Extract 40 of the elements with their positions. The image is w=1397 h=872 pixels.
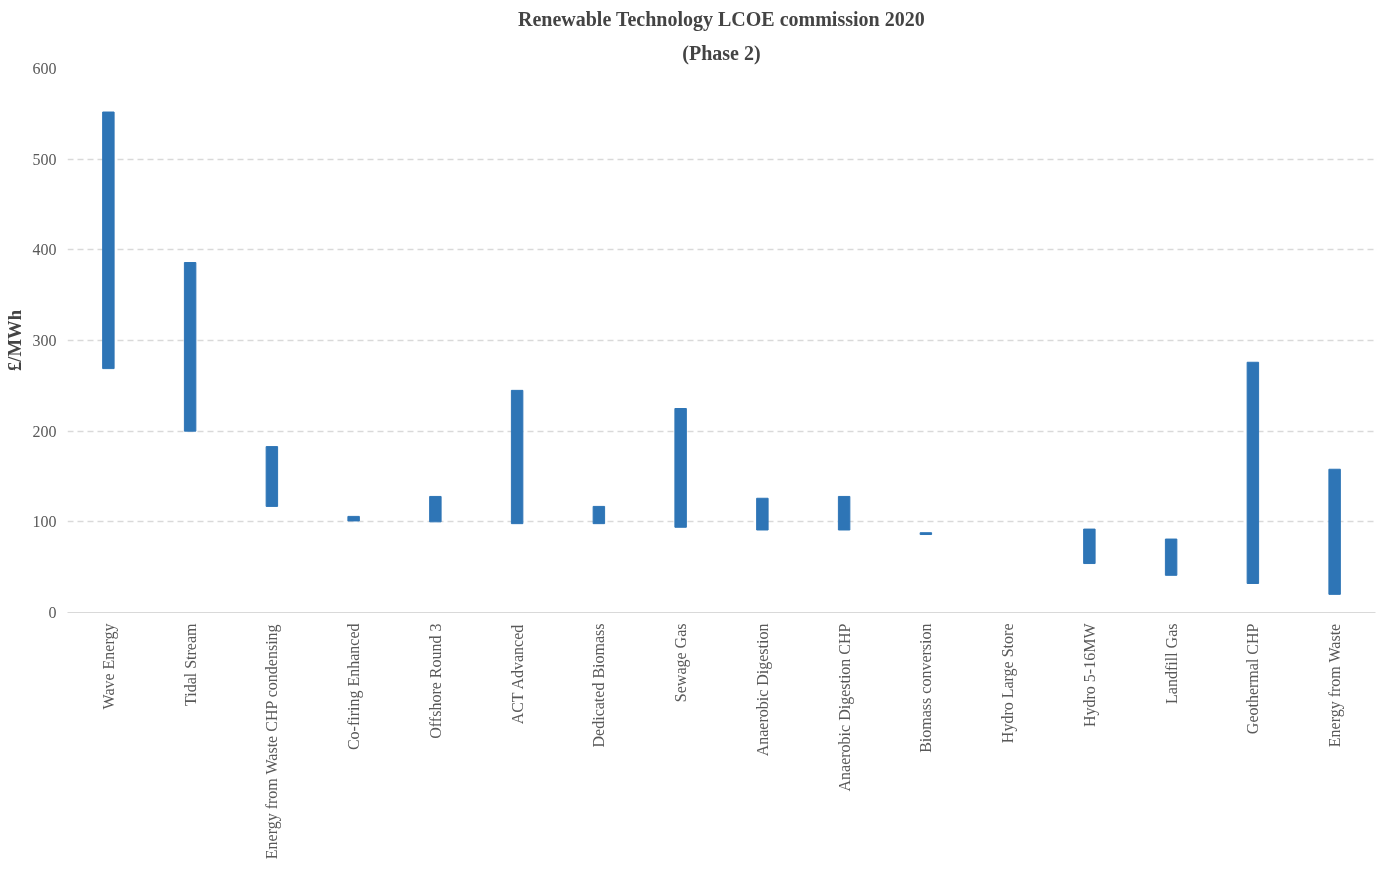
y-tick-label: 100 [32,513,57,531]
y-tick-label: 400 [32,241,57,259]
bar [510,389,524,525]
x-tick-label: Energy from Waste [1326,623,1345,748]
x-tick-label: Landfill Gas [1162,623,1180,704]
bar [347,515,360,522]
x-tick-label: Sewage Gas [672,623,691,703]
bar [1164,538,1178,576]
bar [1328,468,1341,595]
y-tick-label: 200 [32,422,57,440]
bar [429,495,442,523]
chart-subtitle: (Phase 2) [682,41,761,65]
chart-title: Renewable Technology LCOE commission 2020 [517,7,925,31]
x-tick-label: Biomass conversion [917,623,935,753]
bar [837,495,851,531]
x-tick-label: Co-firing Enhanced [345,623,364,751]
x-tick-label: Anaerobic Digestion [753,623,772,757]
bar [592,505,606,525]
bar [1083,528,1096,565]
x-tick-label: Hydro Large Store [999,623,1018,744]
x-tick-label: Tidal Stream [181,622,199,707]
x-tick-label: Geothermal CHP [1244,623,1262,735]
x-tick-label: Energy from Waste CHP condensing [263,624,282,860]
y-tick-label: 300 [32,332,57,349]
y-tick-label: 0 [48,604,57,621]
x-tick-label: Offshore Round 3 [426,623,444,739]
x-tick-label: Dedicated Biomass [590,623,608,748]
x-tick-label: Wave Energy [99,623,118,710]
bar [1246,361,1260,584]
y-axis-title: £/MWh [3,309,25,372]
x-tick-label: Anaerobic Digestion CHP [835,623,854,792]
y-tick-label: 500 [32,150,57,168]
y-tick-label: 600 [32,60,57,77]
bar [183,262,197,432]
x-tick-label: ACT Advanced [508,624,526,725]
bar [265,446,279,507]
bar [102,111,115,370]
x-tick-label: Hydro 5-16MW [1080,622,1099,728]
bar [756,497,769,531]
bar [674,408,687,528]
